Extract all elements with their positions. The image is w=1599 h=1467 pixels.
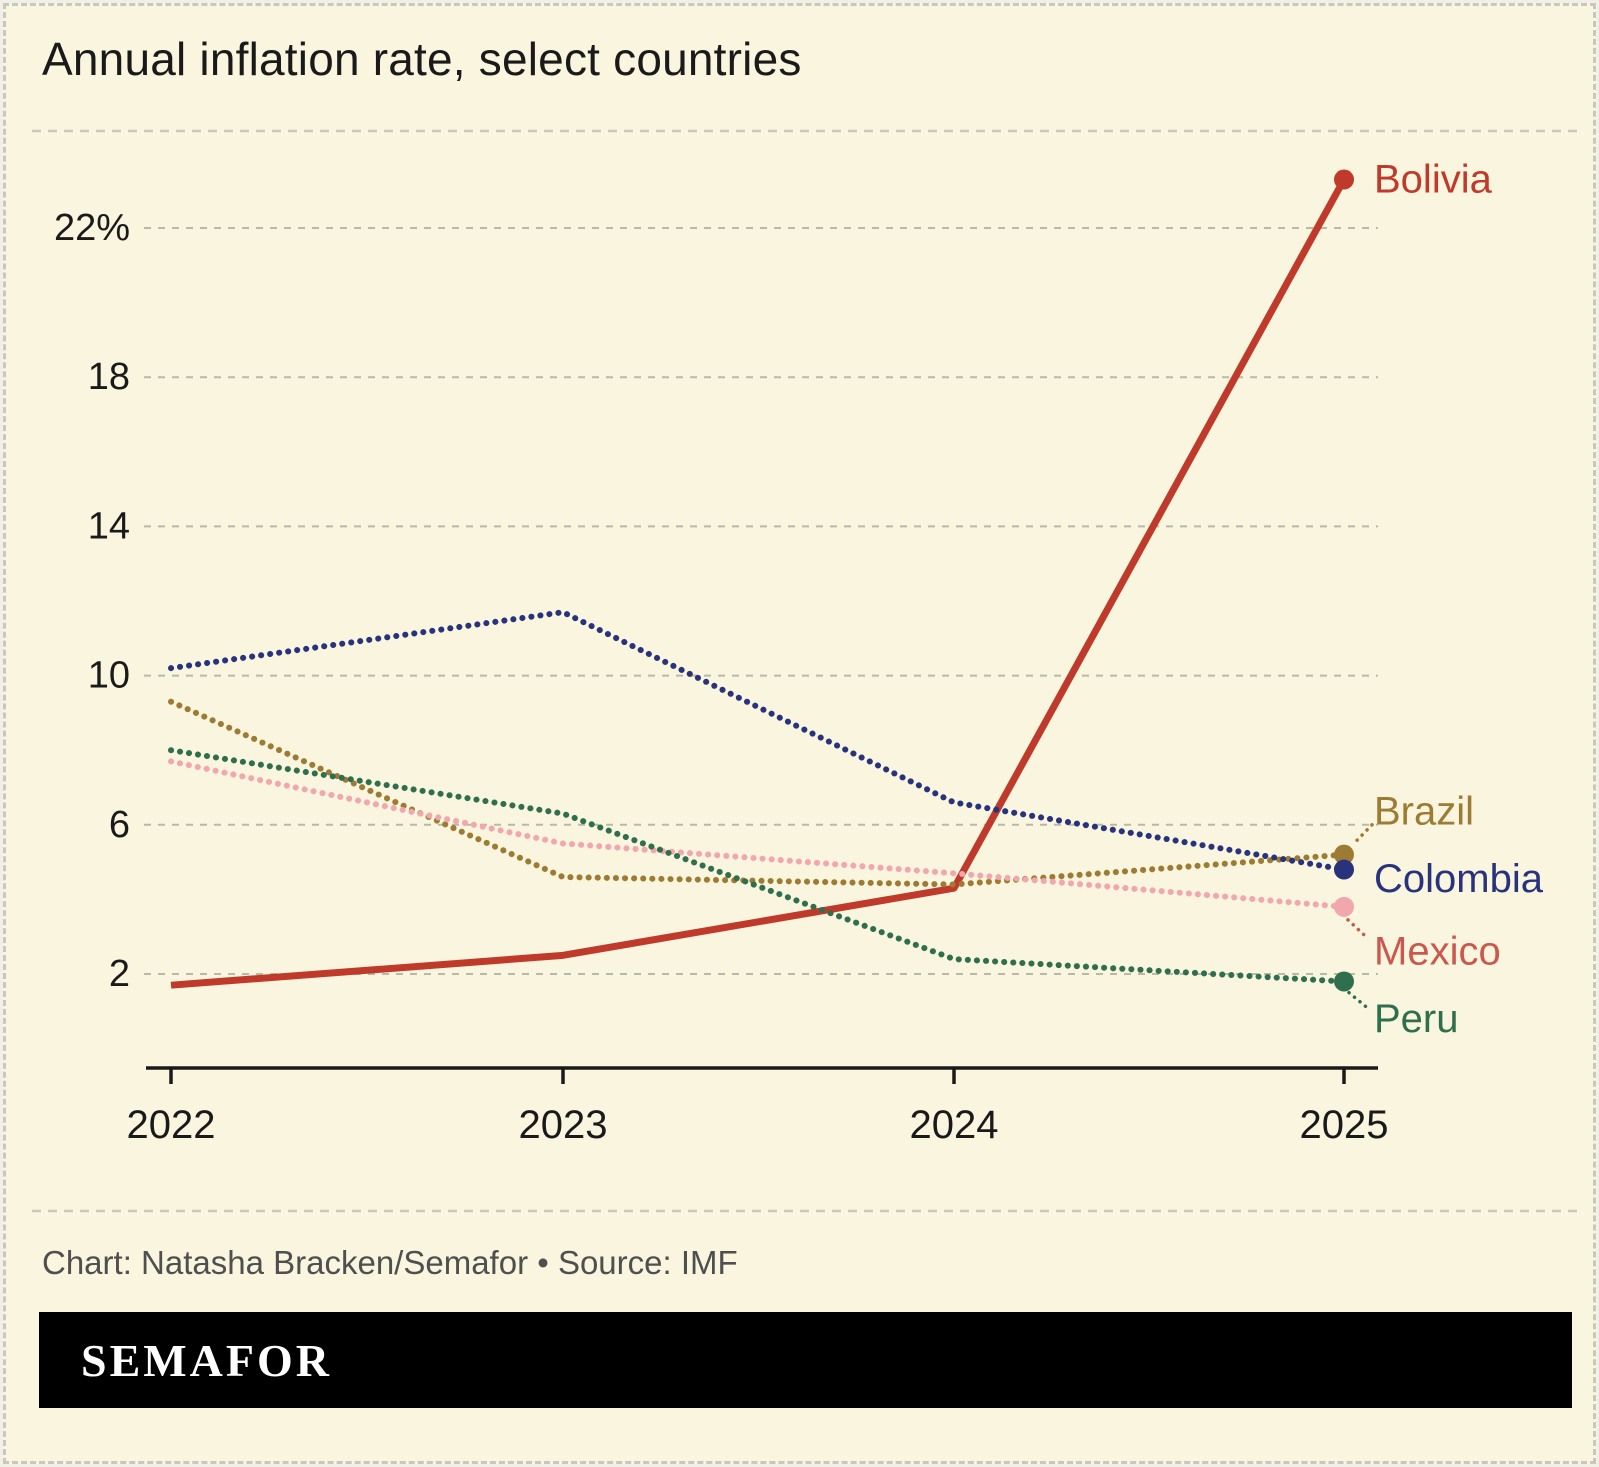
y-tick-label: 10 xyxy=(88,655,130,697)
series-endpoint-bolivia xyxy=(1334,169,1354,190)
x-tick-label: 2024 xyxy=(910,1103,999,1147)
series-endpoint-brazil xyxy=(1334,844,1354,865)
y-tick-label: 18 xyxy=(88,356,130,398)
x-tick-label: 2023 xyxy=(519,1103,608,1147)
series-endpoint-peru xyxy=(1334,971,1354,992)
y-tick-label: 14 xyxy=(88,505,130,547)
series-line-bolivia xyxy=(170,177,1348,989)
y-tick-label: 2 xyxy=(109,953,130,995)
series-label-mexico: Mexico xyxy=(1374,930,1501,974)
series-label-colombia: Colombia xyxy=(1374,857,1544,901)
series-line-peru xyxy=(168,747,1347,985)
series-endpoint-mexico xyxy=(1334,896,1354,917)
label-connector-mexico xyxy=(1346,918,1370,941)
series-label-bolivia: Bolivia xyxy=(1374,158,1493,202)
semafor-logo: SEMAFOR xyxy=(81,1334,332,1386)
x-tick-label: 2025 xyxy=(1300,1103,1389,1147)
label-connector-peru xyxy=(1347,990,1369,1010)
chart-caption: Chart: Natasha Bracken/Semafor • Source:… xyxy=(42,1244,738,1281)
series-endpoint-colombia xyxy=(1334,859,1354,880)
series-label-peru: Peru xyxy=(1374,997,1459,1041)
chart-card: Annual inflation rate, select countries … xyxy=(3,3,1596,1464)
series-line-colombia xyxy=(168,609,1347,873)
inflation-line-chart: 22% 18 14 10 6 2 2022 2023 2024 2025 Bolivia Brazil… xyxy=(32,129,1579,1213)
series-line-mexico xyxy=(168,758,1347,910)
x-tick-label: 2022 xyxy=(127,1103,216,1147)
label-connector-brazil xyxy=(1352,823,1374,846)
y-tick-label: 6 xyxy=(109,804,130,846)
series-line-brazil xyxy=(168,698,1347,888)
series-label-brazil: Brazil xyxy=(1374,790,1474,834)
chart-title: Annual inflation rate, select countries xyxy=(42,33,802,85)
y-tick-label: 22% xyxy=(54,207,130,249)
semafor-logo-bar: SEMAFOR xyxy=(39,1312,1572,1408)
